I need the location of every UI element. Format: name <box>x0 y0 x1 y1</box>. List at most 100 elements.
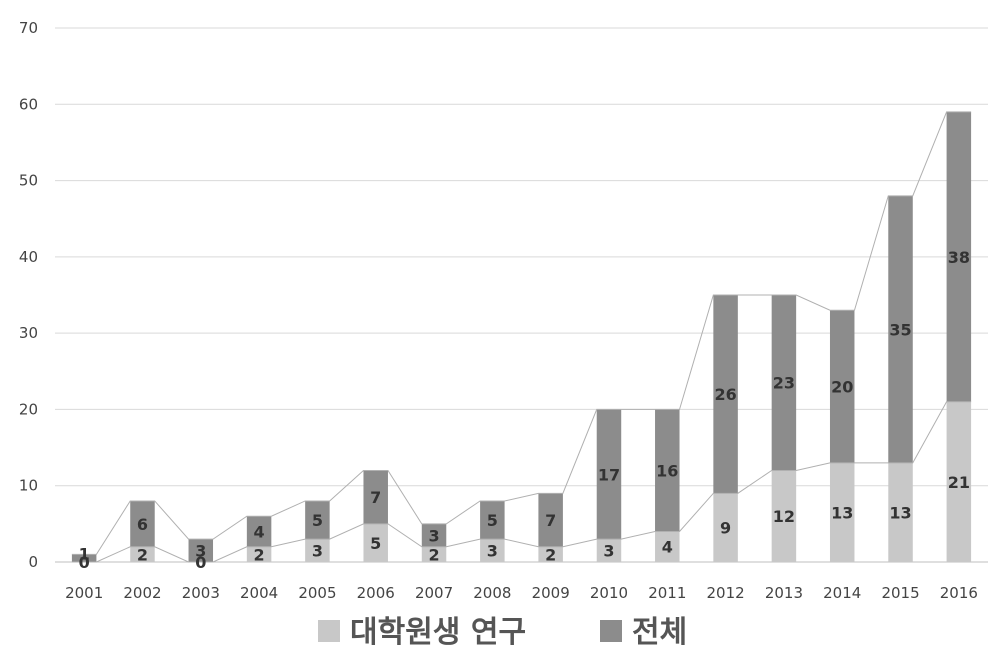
y-tick-label-40: 40 <box>19 248 38 266</box>
x-tick-label-2014: 2014 <box>823 584 861 602</box>
data-label-2012-total: 26 <box>714 385 736 404</box>
y-tick-label-50: 50 <box>19 172 38 190</box>
data-label-2016-total: 38 <box>948 248 970 267</box>
data-label-2006-total: 7 <box>370 488 381 507</box>
legend: 대학원생 연구 전체 <box>318 615 687 650</box>
legend-label-total: 전체 <box>632 615 687 650</box>
x-tick-label-2003: 2003 <box>182 584 220 602</box>
data-label-2005-total: 5 <box>312 511 323 530</box>
series-line-graduate <box>71 401 972 563</box>
x-tick-label-2007: 2007 <box>415 584 453 602</box>
data-label-2004-graduate: 2 <box>254 545 265 564</box>
bars <box>71 111 972 562</box>
x-tick-label-2005: 2005 <box>298 584 336 602</box>
bar-2009-total <box>538 493 563 547</box>
data-label-2008-graduate: 3 <box>487 542 498 561</box>
data-label-2008-total: 5 <box>487 511 498 530</box>
x-tick-label-2009: 2009 <box>532 584 570 602</box>
data-label-2016-graduate: 21 <box>948 473 970 492</box>
y-tick-label-70: 70 <box>19 19 38 37</box>
bar-2016-total <box>946 111 972 402</box>
data-label-2011-total: 16 <box>656 461 678 480</box>
bar-2008-graduate <box>480 539 505 562</box>
x-tick-label-2011: 2011 <box>648 584 686 602</box>
bar-2007-graduate <box>421 546 447 562</box>
data-label-2012-graduate: 9 <box>720 519 731 538</box>
bar-2012-total <box>713 295 738 494</box>
bar-2014-total <box>829 310 855 463</box>
y-tick-label-20: 20 <box>19 400 38 418</box>
bar-2006-graduate <box>363 523 388 562</box>
gridlines <box>55 27 988 563</box>
data-label-2011-graduate: 4 <box>662 538 673 557</box>
data-label-2010-total: 17 <box>598 465 620 484</box>
bar-2010-graduate <box>596 539 622 562</box>
data-label-2001-total: 1 <box>79 544 90 563</box>
bar-2005-graduate <box>305 539 330 562</box>
data-label-2002-graduate: 2 <box>137 545 148 564</box>
bar-2014-graduate <box>829 462 855 562</box>
x-tick-label-2010: 2010 <box>590 584 628 602</box>
data-label-2015-graduate: 13 <box>889 503 911 522</box>
bar-2005-total <box>305 500 330 540</box>
bar-2007-total <box>421 523 447 547</box>
data-label-2002-total: 6 <box>137 515 148 534</box>
legend-label-graduate: 대학원생 연구 <box>350 615 526 650</box>
y-tick-label-10: 10 <box>19 477 38 495</box>
y-axis-ticks: 0 10 20 30 40 50 60 70 <box>19 19 38 571</box>
bar-2011-graduate <box>655 531 680 562</box>
x-tick-label-2013: 2013 <box>765 584 803 602</box>
bar-2008-total <box>480 500 505 540</box>
bar-2001-total <box>71 554 97 562</box>
bar-2006-total <box>363 470 388 524</box>
bar-2011-total <box>655 409 680 532</box>
x-tick-label-2012: 2012 <box>707 584 745 602</box>
data-label-2007-total: 3 <box>428 526 439 545</box>
x-tick-label-2008: 2008 <box>473 584 511 602</box>
bar-2004-total <box>246 516 272 547</box>
bar-2002-total <box>130 500 155 547</box>
data-label-2007-graduate: 2 <box>428 545 439 564</box>
bar-2015-graduate <box>888 462 913 562</box>
data-label-2015-total: 35 <box>889 320 911 339</box>
bar-2003-total <box>188 539 214 562</box>
data-label-2003-total: 3 <box>195 542 206 561</box>
y-tick-label-60: 60 <box>19 95 38 113</box>
bar-2009-graduate <box>538 546 563 562</box>
data-label-2014-graduate: 13 <box>831 503 853 522</box>
data-label-2009-graduate: 2 <box>545 545 556 564</box>
legend-swatch-total <box>600 620 622 642</box>
x-tick-label-2016: 2016 <box>940 584 978 602</box>
bar-2002-graduate <box>130 546 155 562</box>
x-axis-ticks: 2001 2002 2003 2004 2005 2006 2007 2008 2009 2010… <box>65 584 978 602</box>
x-tick-label-2001: 2001 <box>65 584 103 602</box>
bar-2012-graduate <box>713 493 738 562</box>
x-tick-label-2006: 2006 <box>357 584 395 602</box>
bar-2013-total <box>771 295 797 471</box>
data-label-2003-graduate: 0 <box>195 553 206 572</box>
series-line-total <box>71 111 972 555</box>
legend-swatch-graduate <box>318 620 340 642</box>
data-label-2001-graduate: 0 <box>79 553 90 572</box>
data-label-2006-graduate: 5 <box>370 534 381 553</box>
data-label-2005-graduate: 3 <box>312 542 323 561</box>
series-lines <box>71 111 972 563</box>
data-label-2013-total: 23 <box>773 374 795 393</box>
data-label-2010-graduate: 3 <box>603 542 614 561</box>
data-label-2004-total: 4 <box>254 522 265 541</box>
data-label-2013-graduate: 12 <box>773 507 795 526</box>
bar-2010-total <box>596 409 622 540</box>
y-tick-label-0: 0 <box>28 553 38 571</box>
bar-2015-total <box>888 195 913 463</box>
y-tick-label-30: 30 <box>19 324 38 342</box>
x-tick-label-2015: 2015 <box>881 584 919 602</box>
bar-2016-graduate <box>946 401 972 562</box>
data-label-2014-total: 20 <box>831 378 853 397</box>
bar-2004-graduate <box>246 546 272 562</box>
x-tick-label-2002: 2002 <box>123 584 161 602</box>
x-tick-label-2004: 2004 <box>240 584 278 602</box>
bar-2013-graduate <box>771 470 797 562</box>
data-label-2009-total: 7 <box>545 511 556 530</box>
